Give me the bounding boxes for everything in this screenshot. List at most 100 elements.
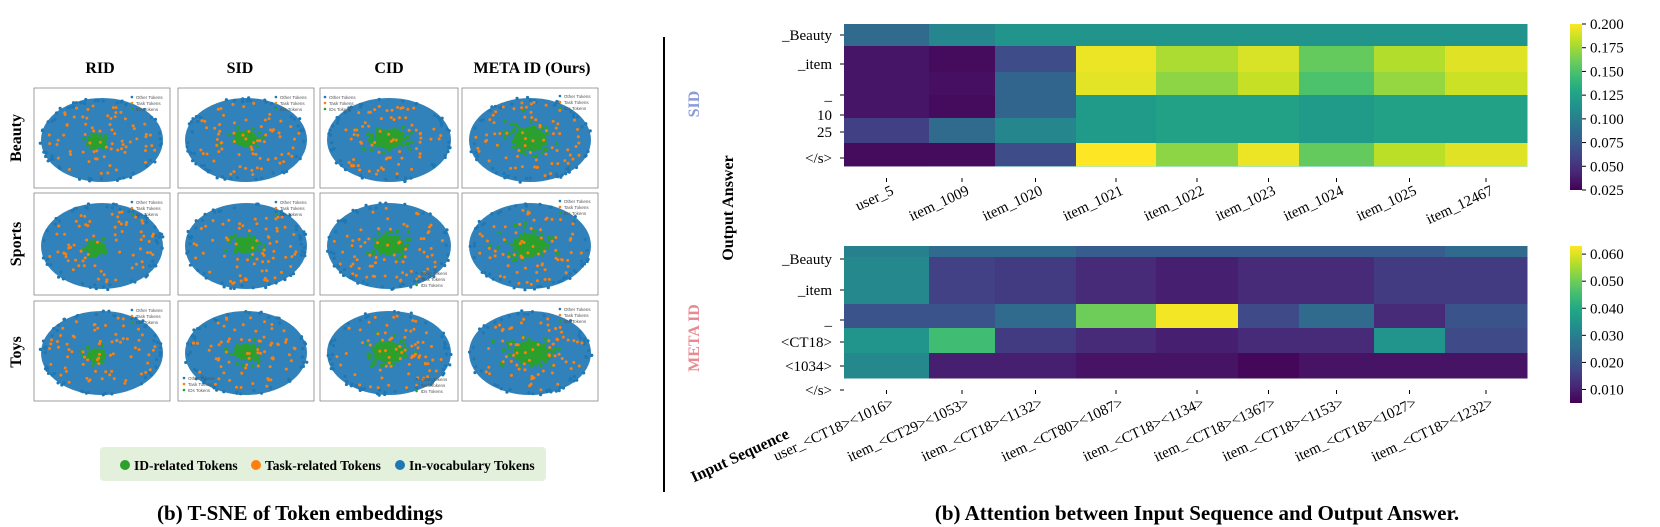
in-vocabulary-token — [235, 176, 239, 180]
task-related-token — [504, 355, 508, 359]
heat-cell — [1299, 143, 1375, 167]
task-related-token — [256, 364, 260, 368]
id-related-token — [389, 131, 394, 136]
mini-legend-label: Other Tokens — [421, 271, 448, 276]
task-related-token — [232, 121, 236, 125]
task-related-token — [512, 253, 516, 257]
in-vocabulary-token — [377, 393, 381, 397]
id-related-token — [257, 130, 262, 135]
task-related-token — [332, 239, 336, 243]
task-related-token — [571, 222, 575, 226]
task-related-token — [63, 111, 67, 115]
in-vocabulary-token — [252, 389, 256, 393]
task-related-token — [64, 252, 68, 256]
id-related-token — [401, 143, 405, 147]
task-related-token — [271, 256, 275, 260]
task-related-token — [131, 253, 135, 257]
in-vocabulary-token — [94, 287, 98, 291]
task-related-token — [530, 115, 534, 119]
in-vocabulary-token — [518, 180, 522, 184]
task-related-token — [356, 164, 360, 168]
task-related-token — [204, 224, 208, 228]
task-related-token — [415, 147, 419, 151]
in-vocabulary-token — [94, 312, 98, 317]
task-related-token — [550, 162, 554, 166]
in-vocabulary-token — [300, 249, 304, 254]
in-vocabulary-token — [204, 167, 208, 171]
task-related-token — [124, 145, 128, 149]
id-related-token — [531, 154, 536, 159]
task-related-token — [505, 131, 509, 135]
in-vocabulary-token — [238, 392, 243, 396]
id-related-token — [513, 223, 518, 228]
task-related-token — [92, 323, 96, 327]
in-vocabulary-token — [514, 204, 518, 208]
task-related-token — [520, 101, 524, 105]
in-vocabulary-token — [192, 367, 196, 372]
mini-legend-marker — [558, 205, 562, 209]
task-related-token — [59, 334, 63, 338]
task-related-token — [110, 142, 114, 146]
in-vocabulary-token — [490, 212, 494, 216]
in-vocabulary-token — [129, 279, 133, 283]
task-related-token — [83, 256, 87, 260]
task-related-token — [421, 340, 425, 344]
tsne-column-titles: RID SID CID META ID (Ours) — [85, 60, 590, 77]
task-related-token — [123, 150, 127, 154]
task-related-token — [523, 351, 527, 355]
in-vocabulary-token — [124, 102, 128, 106]
task-related-token — [388, 227, 392, 231]
task-related-token — [407, 372, 411, 376]
task-related-token — [251, 252, 255, 256]
in-vocabulary-token — [444, 352, 449, 356]
heat-cell — [844, 246, 930, 258]
in-vocabulary-token — [184, 360, 188, 365]
task-related-token — [278, 135, 282, 139]
id-related-token — [384, 137, 388, 142]
task-related-token — [66, 259, 70, 263]
heat-cell — [1374, 257, 1446, 305]
heat-cell — [929, 166, 996, 167]
in-vocabulary-token — [260, 176, 264, 180]
id-related-token — [373, 243, 378, 248]
task-related-token — [398, 116, 402, 120]
task-related-token — [149, 251, 153, 255]
mini-legend-marker — [323, 101, 327, 105]
legend-marker-id-related-tokens — [120, 460, 130, 470]
in-vocabulary-token — [493, 104, 497, 109]
heat-cell — [1299, 166, 1375, 167]
task-related-token — [67, 348, 71, 352]
legend-background — [100, 447, 546, 481]
task-related-token — [92, 129, 96, 133]
task-related-token — [99, 171, 103, 175]
task-related-token — [402, 222, 406, 226]
in-vocabulary-token — [496, 211, 500, 215]
in-vocabulary-token — [338, 270, 343, 274]
task-related-token — [412, 354, 416, 358]
in-vocabulary-token — [339, 159, 343, 163]
id-related-token — [408, 146, 412, 151]
in-vocabulary-token — [301, 360, 305, 365]
task-related-token — [245, 363, 249, 367]
task-related-token — [104, 145, 108, 149]
task-related-token — [267, 117, 271, 121]
in-vocabulary-token — [41, 256, 46, 260]
colorbar-tick-label: 0.200 — [1590, 17, 1624, 33]
in-vocabulary-token — [446, 346, 450, 350]
task-related-token — [216, 107, 220, 111]
task-related-token — [150, 144, 154, 148]
x-tick-label-item-1020: item_1020 — [980, 183, 1045, 225]
task-related-token — [577, 141, 581, 145]
task-related-token — [526, 251, 530, 255]
in-vocabulary-token — [344, 382, 349, 387]
task-related-token — [439, 357, 443, 361]
id-related-token — [366, 132, 370, 136]
task-related-token — [56, 138, 60, 142]
task-related-token — [419, 136, 423, 140]
in-vocabulary-token — [197, 326, 202, 330]
id-related-token — [523, 221, 527, 226]
task-related-token — [215, 143, 219, 147]
task-related-token — [86, 252, 90, 256]
